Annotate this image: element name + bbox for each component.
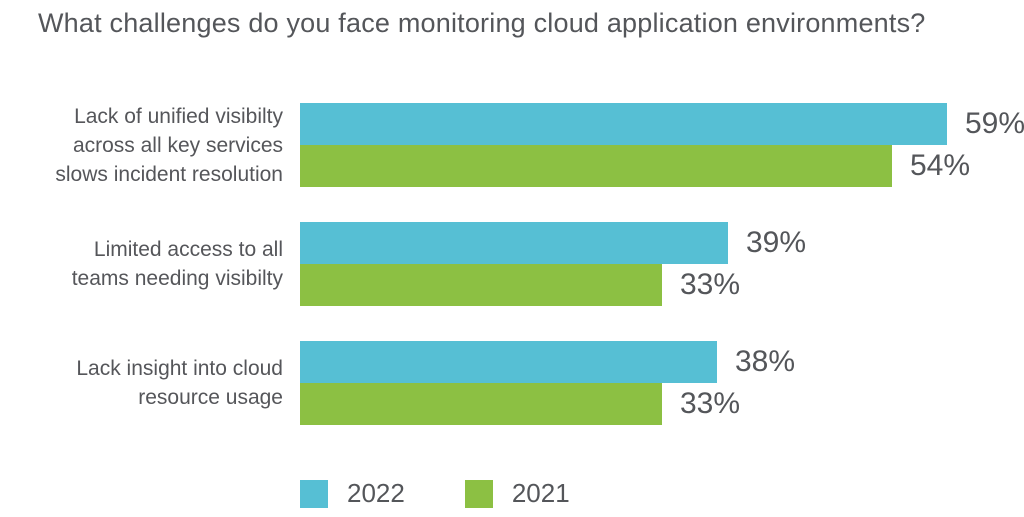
bar-line: 38% — [300, 341, 795, 383]
legend-label: 2021 — [511, 478, 570, 508]
bar-line: 33% — [300, 383, 795, 425]
category-label-line: teams needing visibilty — [71, 267, 283, 290]
bar-2021 — [300, 383, 662, 425]
value-label: 33% — [680, 268, 741, 301]
value-label: 39% — [746, 226, 807, 259]
value-label: 33% — [680, 387, 741, 420]
bar-pair: 59% 54% — [300, 103, 1024, 187]
category-label: Lack insight into cloud resource usage — [0, 341, 283, 425]
legend-swatch-2021-icon — [464, 479, 493, 508]
category-label: Limited access to all teams needing visib… — [0, 222, 283, 306]
bar-group: Lack of unified visibilty across all key … — [0, 103, 1024, 187]
bar-line: 54% — [300, 145, 1024, 187]
value-label: 59% — [965, 107, 1024, 140]
value-label: 54% — [910, 149, 971, 182]
category-label: Lack of unified visibilty across all key … — [0, 103, 283, 187]
bar-2021 — [300, 145, 892, 187]
bar-line: 39% — [300, 222, 806, 264]
legend-item-2021: 2021 — [464, 478, 570, 509]
category-label-line: Lack of unified visibilty — [74, 104, 283, 128]
category-label-line: resource usage — [138, 386, 283, 409]
bar-group: Lack insight into cloud resource usage 38%… — [0, 341, 1024, 425]
bar-2022 — [300, 103, 947, 145]
category-label-line: slows incident resolution — [55, 162, 283, 186]
bar-pair: 38% 33% — [300, 341, 795, 425]
bar-2021 — [300, 264, 662, 306]
bar-line: 33% — [300, 264, 806, 306]
value-label: 38% — [735, 345, 796, 378]
legend-item-2022: 2022 — [300, 478, 405, 509]
category-label-line: Lack insight into cloud — [76, 357, 283, 380]
chart-title: What challenges do you face monitoring c… — [38, 8, 926, 38]
bar-group: Limited access to all teams needing visib… — [0, 222, 1024, 306]
category-label-line: Limited access to all — [93, 238, 283, 261]
bar-line: 59% — [300, 103, 1024, 145]
legend: 2022 2021 — [300, 478, 570, 509]
category-label-line: across all key services — [72, 133, 283, 157]
legend-swatch-2022-icon — [300, 479, 328, 508]
legend-label: 2022 — [347, 478, 405, 508]
bar-2022 — [300, 222, 728, 264]
bar-2022 — [300, 341, 717, 383]
bar-pair: 39% 33% — [300, 222, 806, 306]
bar-groups: Lack of unified visibilty across all key … — [0, 103, 1024, 460]
